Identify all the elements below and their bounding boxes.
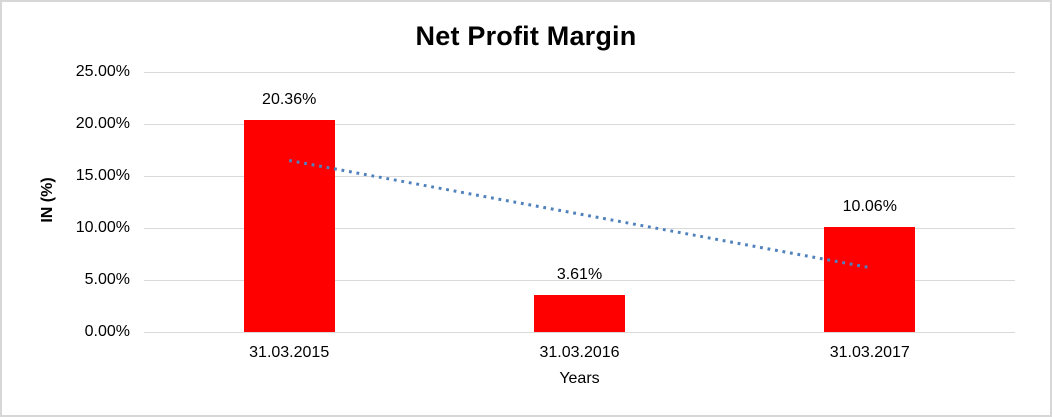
y-tick-label: 20.00% [75, 115, 130, 132]
y-tick-label: 25.00% [75, 63, 130, 80]
x-tick-label: 31.03.2017 [829, 344, 910, 361]
y-tick-label: 0.00% [84, 323, 130, 340]
x-tick-label: 31.03.2016 [539, 344, 620, 361]
bar-31.03.2016 [534, 294, 625, 332]
chart-title: Net Profit Margin [415, 21, 637, 51]
gridline [144, 72, 1015, 73]
y-tick-label: 10.00% [75, 219, 130, 236]
gridline [144, 332, 1015, 333]
bar-31.03.2015 [243, 120, 335, 332]
data-label: 10.06% [842, 198, 897, 216]
data-label: 3.61% [556, 265, 603, 283]
data-label: 20.36% [262, 91, 317, 109]
gridline [144, 124, 1015, 125]
gridline [144, 280, 1015, 281]
x-tick-label: 31.03.2015 [249, 344, 330, 361]
x-axis-title: Years [559, 370, 600, 387]
bar-31.03.2017 [824, 227, 916, 332]
y-tick-label: 15.00% [75, 167, 130, 184]
y-tick-label: 5.00% [84, 271, 130, 288]
